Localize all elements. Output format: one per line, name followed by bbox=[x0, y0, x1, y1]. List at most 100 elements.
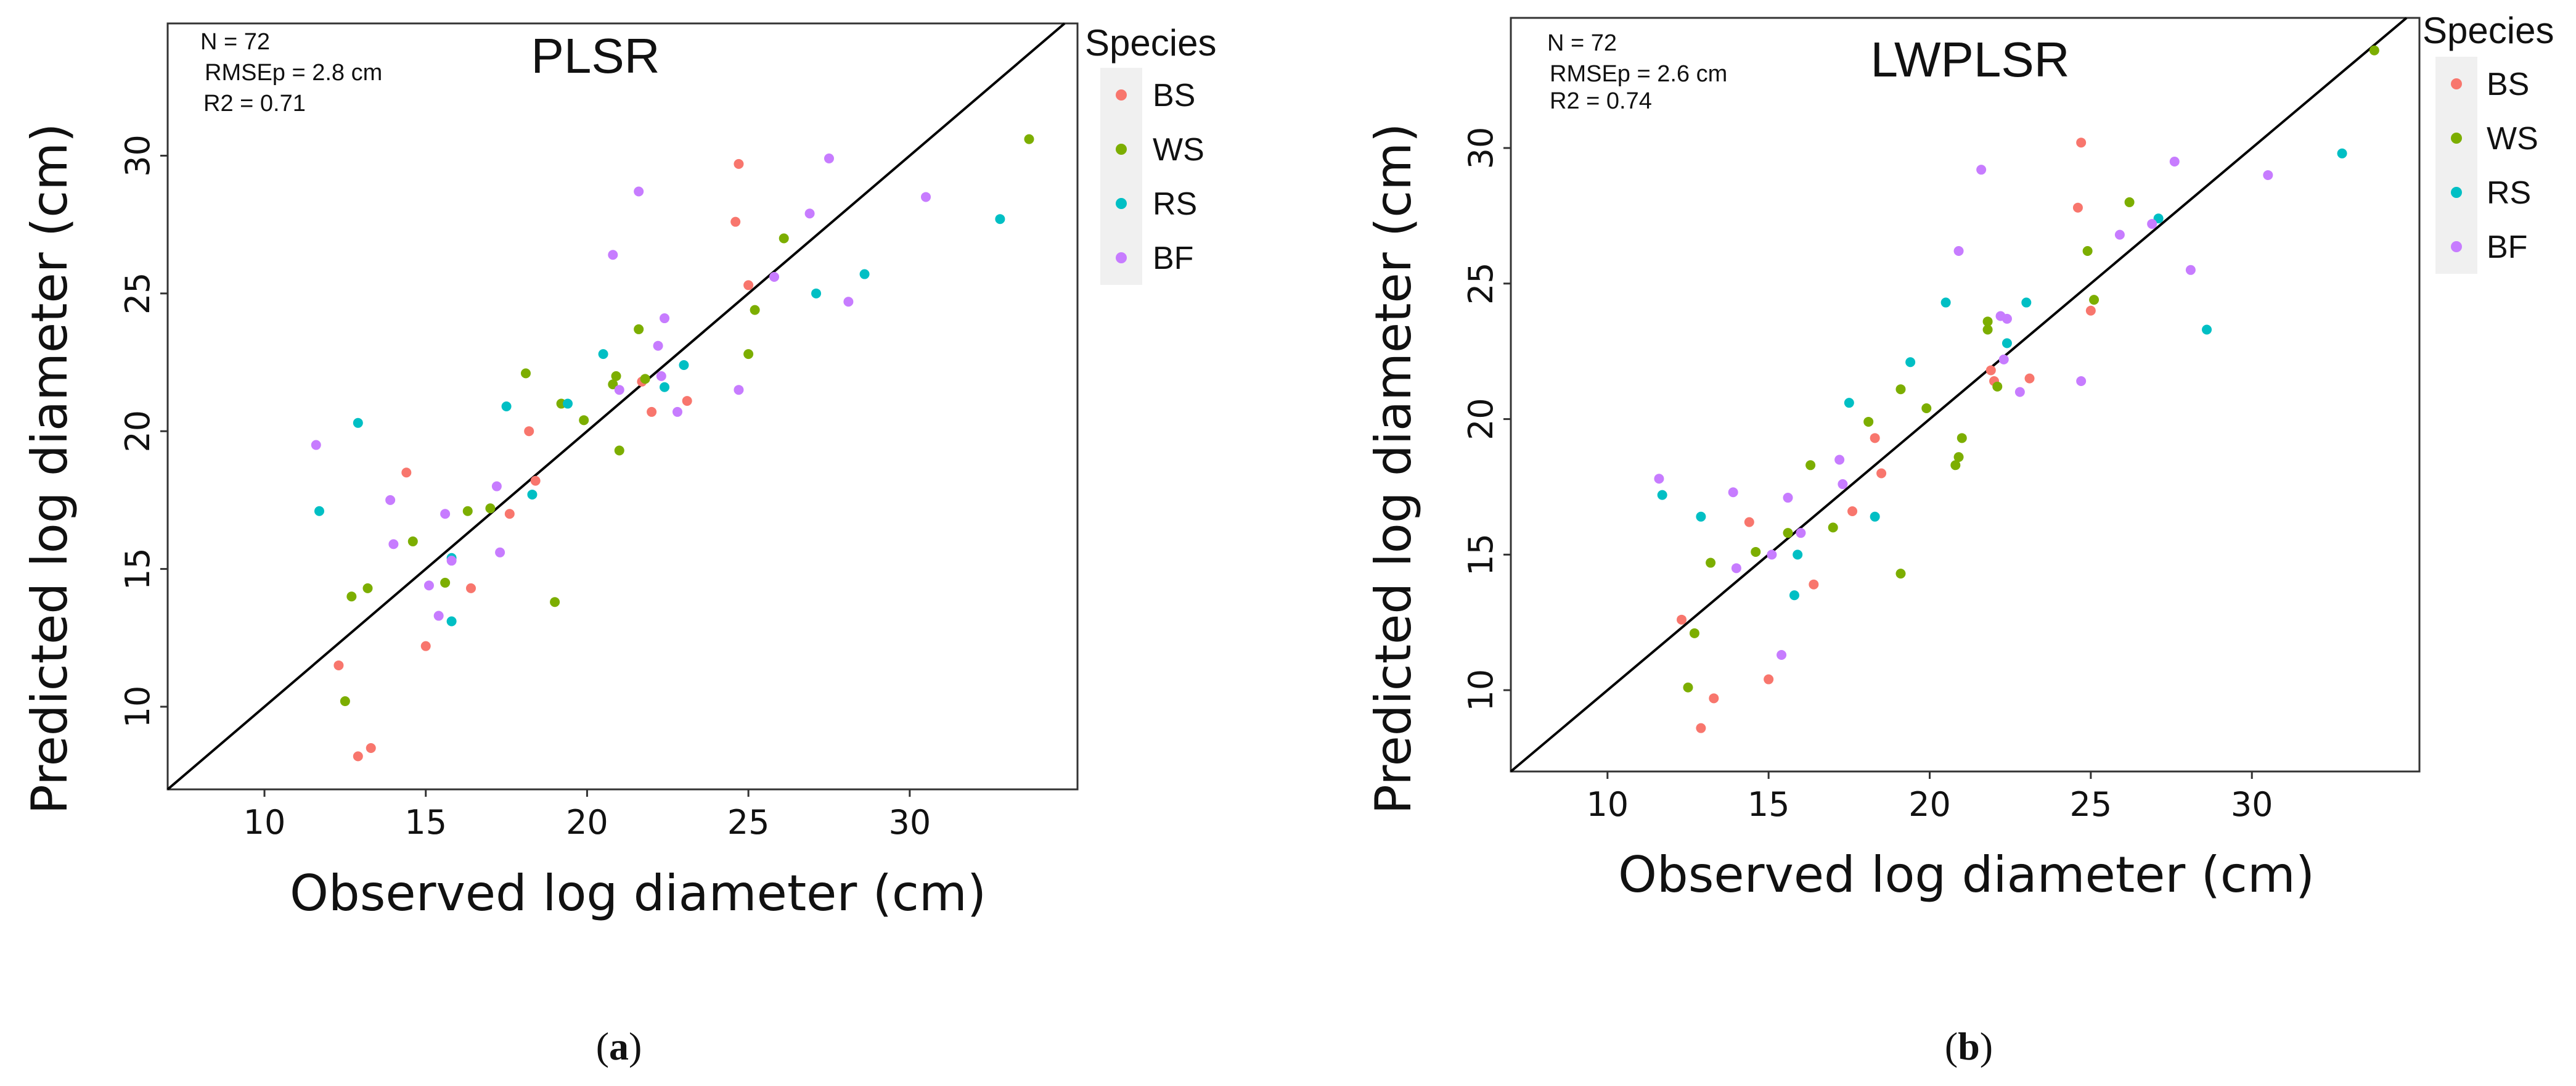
point-bf bbox=[1731, 563, 1741, 574]
point-bf bbox=[843, 297, 854, 307]
point-ws bbox=[440, 577, 451, 588]
point-bs bbox=[353, 751, 363, 762]
y-tick-label: 25 bbox=[1462, 262, 1500, 305]
point-rs bbox=[859, 269, 870, 279]
plot-panel-border bbox=[1510, 17, 2421, 773]
point-bf bbox=[824, 153, 834, 163]
point-bs bbox=[504, 509, 515, 519]
stat-r2: R2 = 0.71 bbox=[203, 91, 306, 117]
x-axis-title: Observed log diameter (cm) bbox=[290, 865, 986, 922]
point-ws bbox=[1751, 546, 1761, 557]
point-bs bbox=[734, 158, 744, 169]
point-bf bbox=[660, 313, 670, 324]
point-bs bbox=[466, 583, 476, 593]
point-bf bbox=[1976, 165, 1987, 175]
legend-label-bf: BF bbox=[1153, 241, 1193, 276]
point-bf bbox=[1777, 649, 1787, 660]
point-bf bbox=[1998, 354, 2009, 364]
y-tick-label: 15 bbox=[1462, 533, 1500, 576]
point-bf bbox=[1728, 487, 1738, 498]
point-ws bbox=[1706, 557, 1716, 568]
point-ws bbox=[1921, 403, 1932, 413]
x-axis-title: Observed log diameter (cm) bbox=[1618, 846, 2315, 903]
legend-label-bs: BS bbox=[2487, 67, 2529, 102]
point-ws bbox=[634, 324, 644, 334]
x-tick-label: 30 bbox=[2231, 785, 2273, 824]
point-bs bbox=[1696, 723, 1706, 733]
panel-title: LWPLSR bbox=[1870, 32, 2069, 87]
y-tick-label: 30 bbox=[1462, 127, 1500, 170]
scatter-points bbox=[311, 134, 1034, 762]
point-ws bbox=[1863, 416, 1874, 427]
point-rs bbox=[1657, 490, 1667, 500]
point-rs bbox=[446, 616, 457, 627]
stat-n: N = 72 bbox=[1547, 30, 1617, 56]
point-ws bbox=[407, 536, 418, 546]
point-ws bbox=[1953, 452, 1964, 463]
legend-key-ws bbox=[2451, 133, 2462, 144]
point-ws bbox=[1895, 569, 1906, 579]
x-tick-labels: 10 15 20 25 30 bbox=[243, 789, 931, 842]
stat-rmse: RMSEp = 2.6 cm bbox=[1550, 61, 1727, 87]
y-tick-label: 25 bbox=[118, 272, 157, 315]
point-ws bbox=[779, 233, 789, 244]
point-rs bbox=[563, 398, 573, 409]
legend-key-bf bbox=[2451, 241, 2462, 252]
point-bs bbox=[682, 396, 692, 406]
point-bs bbox=[2072, 202, 2083, 213]
legend-label-ws: WS bbox=[2487, 121, 2538, 157]
panel-caption: (a) bbox=[596, 1024, 642, 1068]
point-bf bbox=[1783, 493, 1793, 503]
panel-lwplsr: Predicted log diameter (cm) 10 15 20 25 30 1… bbox=[1365, 10, 2554, 1068]
point-rs bbox=[1789, 590, 1799, 601]
point-ws bbox=[2089, 295, 2100, 305]
point-rs bbox=[660, 382, 670, 392]
x-tick-label: 20 bbox=[566, 803, 608, 842]
legend-label-ws: WS bbox=[1153, 132, 1204, 168]
point-bs bbox=[366, 743, 376, 753]
legend-key-rs bbox=[2451, 187, 2462, 198]
point-ws bbox=[550, 597, 560, 607]
point-bf bbox=[491, 481, 502, 492]
x-tick-label: 10 bbox=[243, 803, 286, 842]
point-bf bbox=[769, 272, 779, 282]
point-bf bbox=[1767, 549, 1777, 560]
y-tick-labels: 10 15 20 25 30 bbox=[118, 134, 168, 728]
x-tick-label: 30 bbox=[888, 803, 931, 842]
point-bs bbox=[1847, 506, 1858, 517]
x-tick-label: 15 bbox=[1748, 785, 1790, 824]
plot-panel-border bbox=[166, 22, 1079, 791]
point-ws bbox=[1683, 682, 1693, 693]
panel-plsr: Predicted log diameter (cm) 10 15 20 25 30 1… bbox=[21, 22, 1216, 1068]
point-bs bbox=[2085, 305, 2096, 316]
point-bs bbox=[524, 426, 534, 437]
identity-reference-line bbox=[166, 22, 1066, 791]
legend-key-bf bbox=[1116, 252, 1127, 263]
identity-reference-line bbox=[1510, 17, 2408, 773]
y-tick-label: 10 bbox=[1462, 669, 1500, 712]
point-bf bbox=[2263, 170, 2273, 180]
point-bf bbox=[2076, 376, 2087, 387]
point-bf bbox=[2147, 219, 2157, 229]
panel-title: PLSR bbox=[531, 28, 660, 83]
point-bf bbox=[634, 186, 644, 197]
x-tick-label: 15 bbox=[404, 803, 447, 842]
point-bf bbox=[2185, 265, 2196, 275]
x-tick-labels: 10 15 20 25 30 bbox=[1586, 771, 2273, 824]
point-bf bbox=[921, 192, 931, 202]
legend-label-bs: BS bbox=[1153, 78, 1195, 113]
point-bs bbox=[1744, 517, 1754, 527]
stat-r2: R2 = 0.74 bbox=[1550, 88, 1652, 114]
point-rs bbox=[1940, 297, 1951, 308]
point-bs bbox=[2076, 138, 2087, 148]
point-bf bbox=[804, 208, 815, 219]
point-bf bbox=[423, 580, 434, 591]
point-bf bbox=[311, 440, 321, 450]
legend-label-rs: RS bbox=[2487, 175, 2531, 211]
point-ws bbox=[614, 445, 624, 456]
point-bs bbox=[1677, 614, 1687, 625]
y-tick-label: 15 bbox=[118, 548, 157, 590]
point-rs bbox=[2021, 297, 2032, 308]
point-bf bbox=[1838, 479, 1848, 490]
point-bs bbox=[1870, 433, 1880, 443]
